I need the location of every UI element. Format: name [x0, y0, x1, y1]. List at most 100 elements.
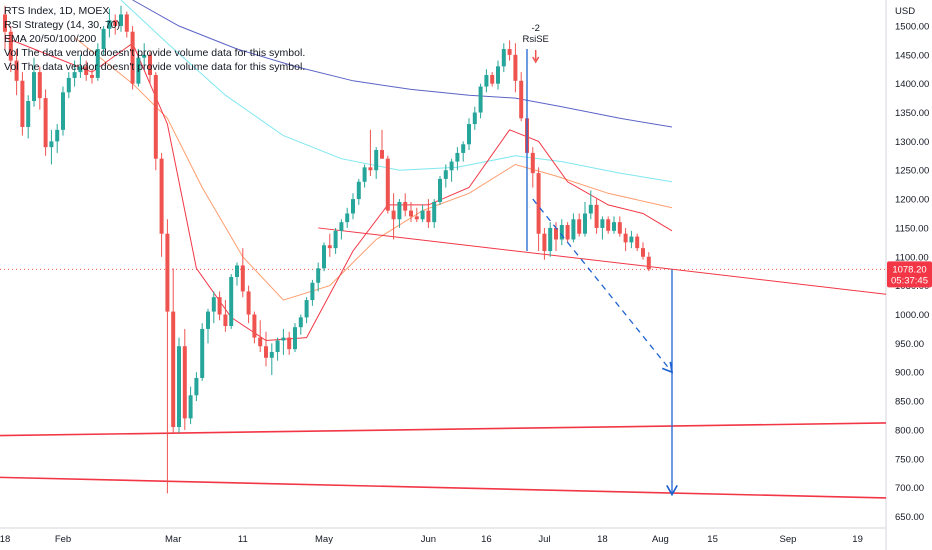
candle[interactable] [617, 222, 622, 234]
candle[interactable] [478, 86, 483, 113]
candle[interactable] [229, 276, 234, 327]
candle[interactable] [594, 204, 599, 228]
legend-volume-2[interactable]: Vol The data vendor doesn't provide volu… [4, 61, 306, 73]
candle[interactable] [409, 210, 413, 217]
candle[interactable] [3, 14, 7, 32]
candle[interactable] [600, 219, 605, 228]
candle[interactable] [200, 328, 205, 378]
candle[interactable] [443, 170, 448, 179]
legend-rsi-strategy[interactable]: RSI Strategy (14, 30, 70) [4, 19, 121, 31]
trendline[interactable] [318, 227, 886, 295]
projection-dashed-arrow[interactable] [532, 198, 674, 374]
candle[interactable] [14, 60, 19, 81]
candle[interactable] [252, 314, 257, 338]
candle[interactable] [32, 72, 36, 101]
candle[interactable] [455, 152, 460, 162]
candle[interactable] [142, 54, 147, 58]
candle[interactable] [368, 167, 373, 171]
legend-ema[interactable]: EMA 20/50/100/200 [4, 33, 97, 45]
candle[interactable] [310, 282, 315, 301]
candle[interactable] [327, 245, 332, 249]
candle[interactable] [20, 80, 25, 127]
candle[interactable] [507, 49, 512, 55]
candle[interactable] [606, 219, 611, 231]
candle[interactable] [66, 77, 71, 93]
candle[interactable] [432, 201, 437, 223]
candle[interactable] [264, 346, 268, 358]
candle[interactable] [304, 300, 309, 318]
candle[interactable] [461, 144, 466, 153]
candle[interactable] [635, 236, 640, 249]
candle[interactable] [548, 227, 553, 252]
candle[interactable] [577, 219, 582, 234]
candle[interactable] [194, 377, 199, 396]
candle[interactable] [391, 210, 396, 220]
candle[interactable] [623, 233, 628, 243]
candle[interactable] [246, 291, 251, 315]
trendline[interactable] [0, 476, 887, 499]
candle[interactable] [484, 75, 489, 87]
candle[interactable] [397, 201, 402, 220]
candle[interactable] [72, 72, 77, 78]
candle[interactable] [165, 233, 170, 312]
legend-volume-1[interactable]: Vol The data vendor doesn't provide volu… [4, 47, 306, 59]
candle[interactable] [403, 201, 408, 211]
candle[interactable] [472, 112, 477, 125]
candle[interactable] [356, 181, 361, 200]
candle[interactable] [223, 314, 228, 327]
candle[interactable] [269, 352, 274, 358]
candle[interactable] [188, 395, 193, 419]
legend-symbol[interactable]: RTS Index, 1D, MOEX [4, 5, 110, 17]
candle[interactable] [420, 210, 425, 220]
candle[interactable] [414, 216, 419, 220]
candle[interactable] [206, 311, 210, 329]
candle[interactable] [333, 230, 338, 249]
candle[interactable] [26, 100, 31, 127]
candle[interactable] [513, 54, 518, 81]
candle[interactable] [449, 161, 454, 171]
candle[interactable] [217, 297, 222, 315]
candle[interactable] [316, 268, 321, 283]
candle[interactable] [95, 49, 100, 78]
candle[interactable] [641, 248, 645, 257]
candle[interactable] [426, 210, 431, 223]
candle[interactable] [339, 222, 344, 231]
candle[interactable] [258, 337, 263, 347]
candle[interactable] [542, 233, 547, 252]
candle[interactable] [293, 327, 297, 350]
candle[interactable] [588, 204, 593, 214]
candle[interactable] [490, 75, 495, 84]
candle[interactable] [438, 178, 442, 202]
candle[interactable] [281, 337, 286, 341]
candle[interactable] [351, 199, 355, 214]
candle[interactable] [159, 158, 164, 234]
candle[interactable] [124, 14, 129, 32]
candle[interactable] [322, 245, 326, 269]
candle[interactable] [84, 66, 89, 76]
candle[interactable] [571, 219, 576, 240]
candle[interactable] [90, 75, 94, 78]
candle[interactable] [8, 31, 13, 61]
candle[interactable] [37, 72, 42, 99]
candle[interactable] [107, 20, 112, 29]
candle[interactable] [583, 213, 587, 234]
candle[interactable] [530, 152, 535, 174]
candle[interactable] [240, 265, 245, 292]
candle[interactable] [362, 167, 367, 182]
candle[interactable] [130, 31, 135, 84]
candle[interactable] [496, 66, 500, 84]
trendline[interactable] [0, 422, 887, 437]
candle[interactable] [559, 225, 564, 240]
candle[interactable] [501, 49, 506, 67]
candle[interactable] [345, 213, 350, 223]
candle[interactable] [43, 98, 48, 148]
candle[interactable] [554, 227, 558, 240]
candle[interactable] [78, 66, 83, 73]
candle[interactable] [61, 92, 65, 130]
candle[interactable] [55, 129, 60, 142]
candle[interactable] [177, 346, 181, 428]
candle[interactable] [101, 28, 106, 50]
candle[interactable] [467, 124, 471, 145]
candle[interactable] [629, 236, 634, 243]
